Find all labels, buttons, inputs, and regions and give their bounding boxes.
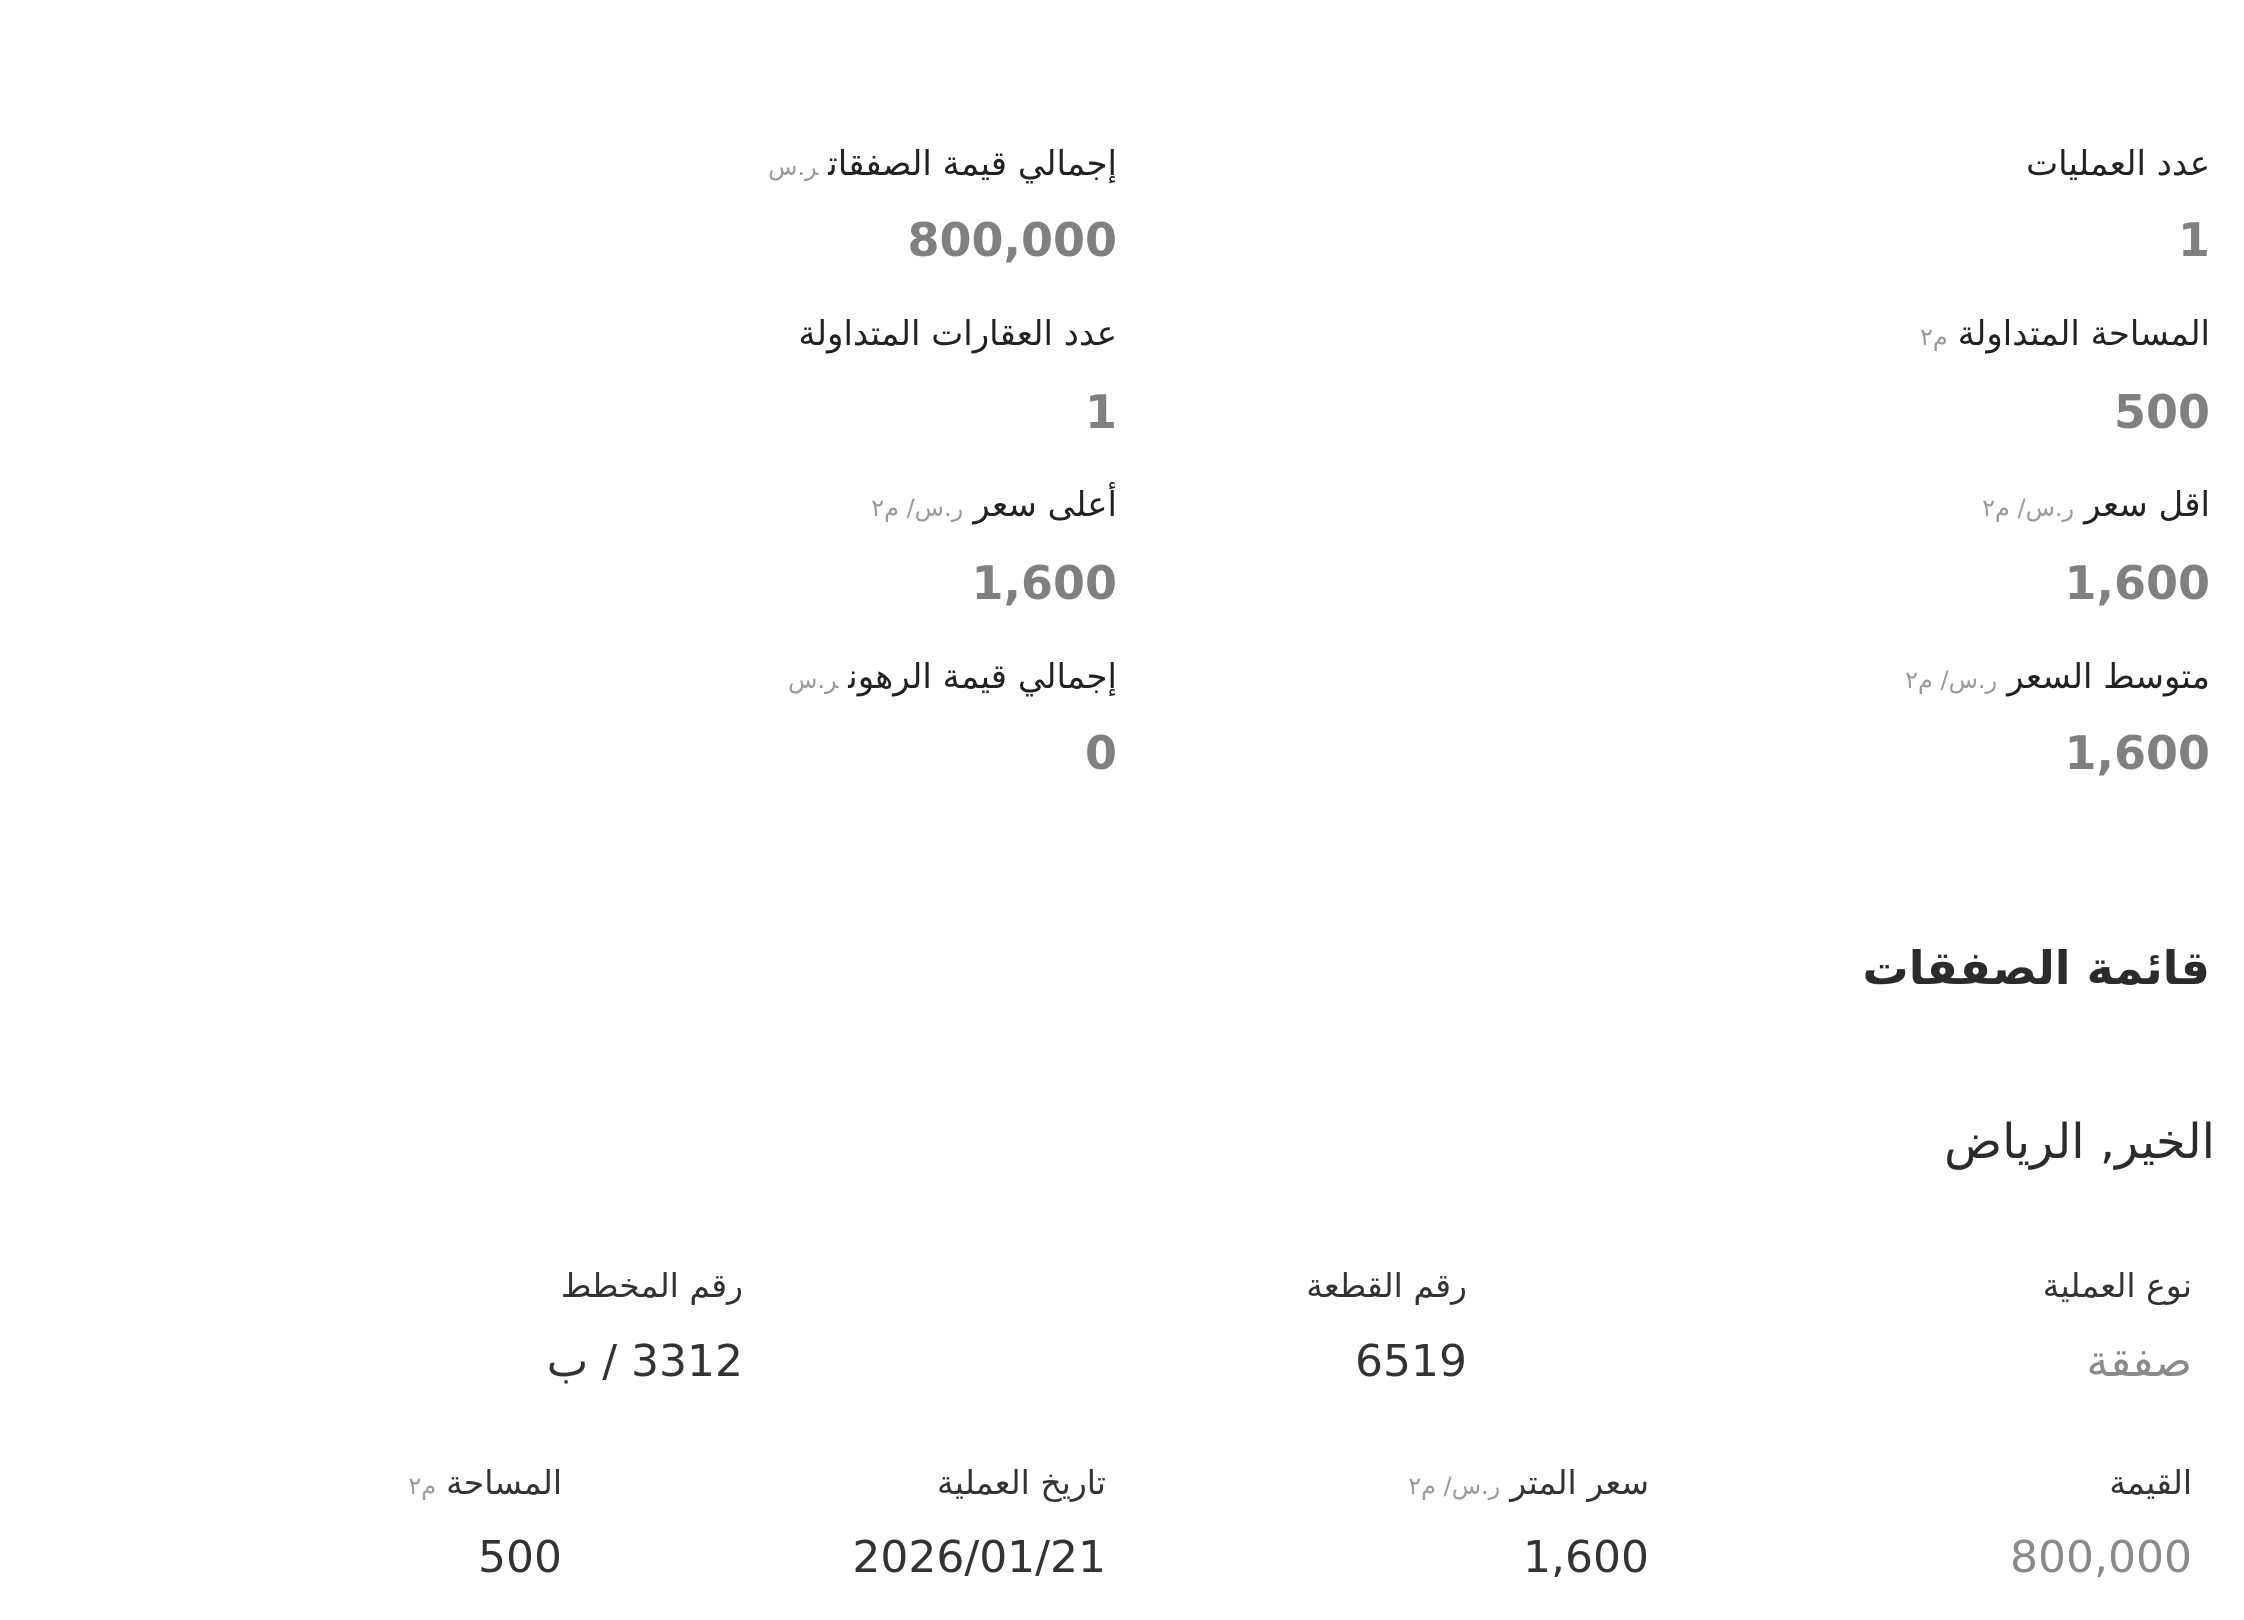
unit: م٢ bbox=[1920, 323, 1948, 351]
field-value-operation-type: صفقة bbox=[2086, 1336, 2192, 1387]
field-label: نوع العملية bbox=[2042, 1266, 2192, 1305]
label-text: المساحة المتداولة bbox=[1957, 314, 2210, 354]
label-text: عدد العقارات المتداولة bbox=[798, 314, 1117, 354]
field-label: تاريخ العملية bbox=[937, 1463, 1106, 1502]
field-value-plan-number: 3312 / ب bbox=[546, 1336, 743, 1387]
label-text: عدد العمليات bbox=[2026, 144, 2210, 184]
label-text: متوسط السعر bbox=[2007, 657, 2210, 697]
field-label: رقم المخطط bbox=[560, 1266, 743, 1305]
stat-label: المساحة المتداولة م٢ bbox=[1920, 309, 2210, 359]
stat-label: إجمالي قيمة الرهون ر.س bbox=[788, 652, 1117, 702]
field-label: القيمة bbox=[2109, 1463, 2192, 1502]
stat-label: عدد العقارات المتداولة bbox=[788, 309, 1117, 359]
unit: م٢ bbox=[408, 1472, 437, 1500]
stat-label: إجمالي قيمة الصفقات ر.س bbox=[768, 139, 1117, 189]
unit: ر.س/ م٢ bbox=[1982, 494, 2075, 522]
field-value-date: 2026/01/21 bbox=[852, 1532, 1106, 1583]
field-value-plot-number: 6519 bbox=[1355, 1336, 1467, 1387]
label-text: إجمالي قيمة الصفقات bbox=[828, 144, 1117, 184]
field-value-area: 500 bbox=[478, 1532, 562, 1583]
label-text: المساحة bbox=[446, 1463, 562, 1502]
label-text: سعر المتر bbox=[1510, 1463, 1649, 1502]
stat-value: 500 bbox=[2113, 385, 2210, 439]
deal-location: الخير, الرياض bbox=[1944, 1114, 2215, 1170]
label-text: أعلى سعر bbox=[973, 485, 1117, 525]
unit: ر.س/ م٢ bbox=[871, 494, 964, 522]
stat-value: 1,600 bbox=[2064, 726, 2210, 780]
stat-label: أعلى سعر ر.س/ م٢ bbox=[871, 480, 1117, 530]
field-label: المساحة م٢ bbox=[408, 1458, 562, 1508]
stat-value: 1,600 bbox=[2064, 556, 2210, 610]
field-label: رقم القطعة bbox=[1306, 1266, 1467, 1305]
field-value-amount: 800,000 bbox=[2010, 1532, 2192, 1583]
stat-value: 800,000 bbox=[907, 213, 1117, 267]
stat-label: اقل سعر ر.س/ م٢ bbox=[1982, 480, 2210, 530]
field-label: سعر المتر ر.س/ م٢ bbox=[1408, 1458, 1649, 1508]
stat-value: 0 bbox=[1084, 726, 1117, 780]
unit: ر.س bbox=[768, 153, 819, 181]
stat-label: عدد العمليات bbox=[2016, 139, 2210, 189]
stat-value: 1 bbox=[2177, 213, 2210, 267]
unit: ر.س/ م٢ bbox=[1408, 1472, 1501, 1500]
label-text: اقل سعر bbox=[2084, 485, 2210, 525]
label-text: إجمالي قيمة الرهون bbox=[848, 657, 1117, 697]
stat-label: متوسط السعر ر.س/ م٢ bbox=[1905, 652, 2210, 702]
stat-value: 1,600 bbox=[971, 556, 1117, 610]
field-value-meter-price: 1,600 bbox=[1523, 1532, 1649, 1583]
unit: ر.س/ م٢ bbox=[1905, 666, 1998, 694]
stat-value: 1 bbox=[1084, 385, 1117, 439]
unit: ر.س bbox=[788, 666, 839, 694]
deals-list-heading: قائمة الصفقات bbox=[1862, 941, 2211, 995]
